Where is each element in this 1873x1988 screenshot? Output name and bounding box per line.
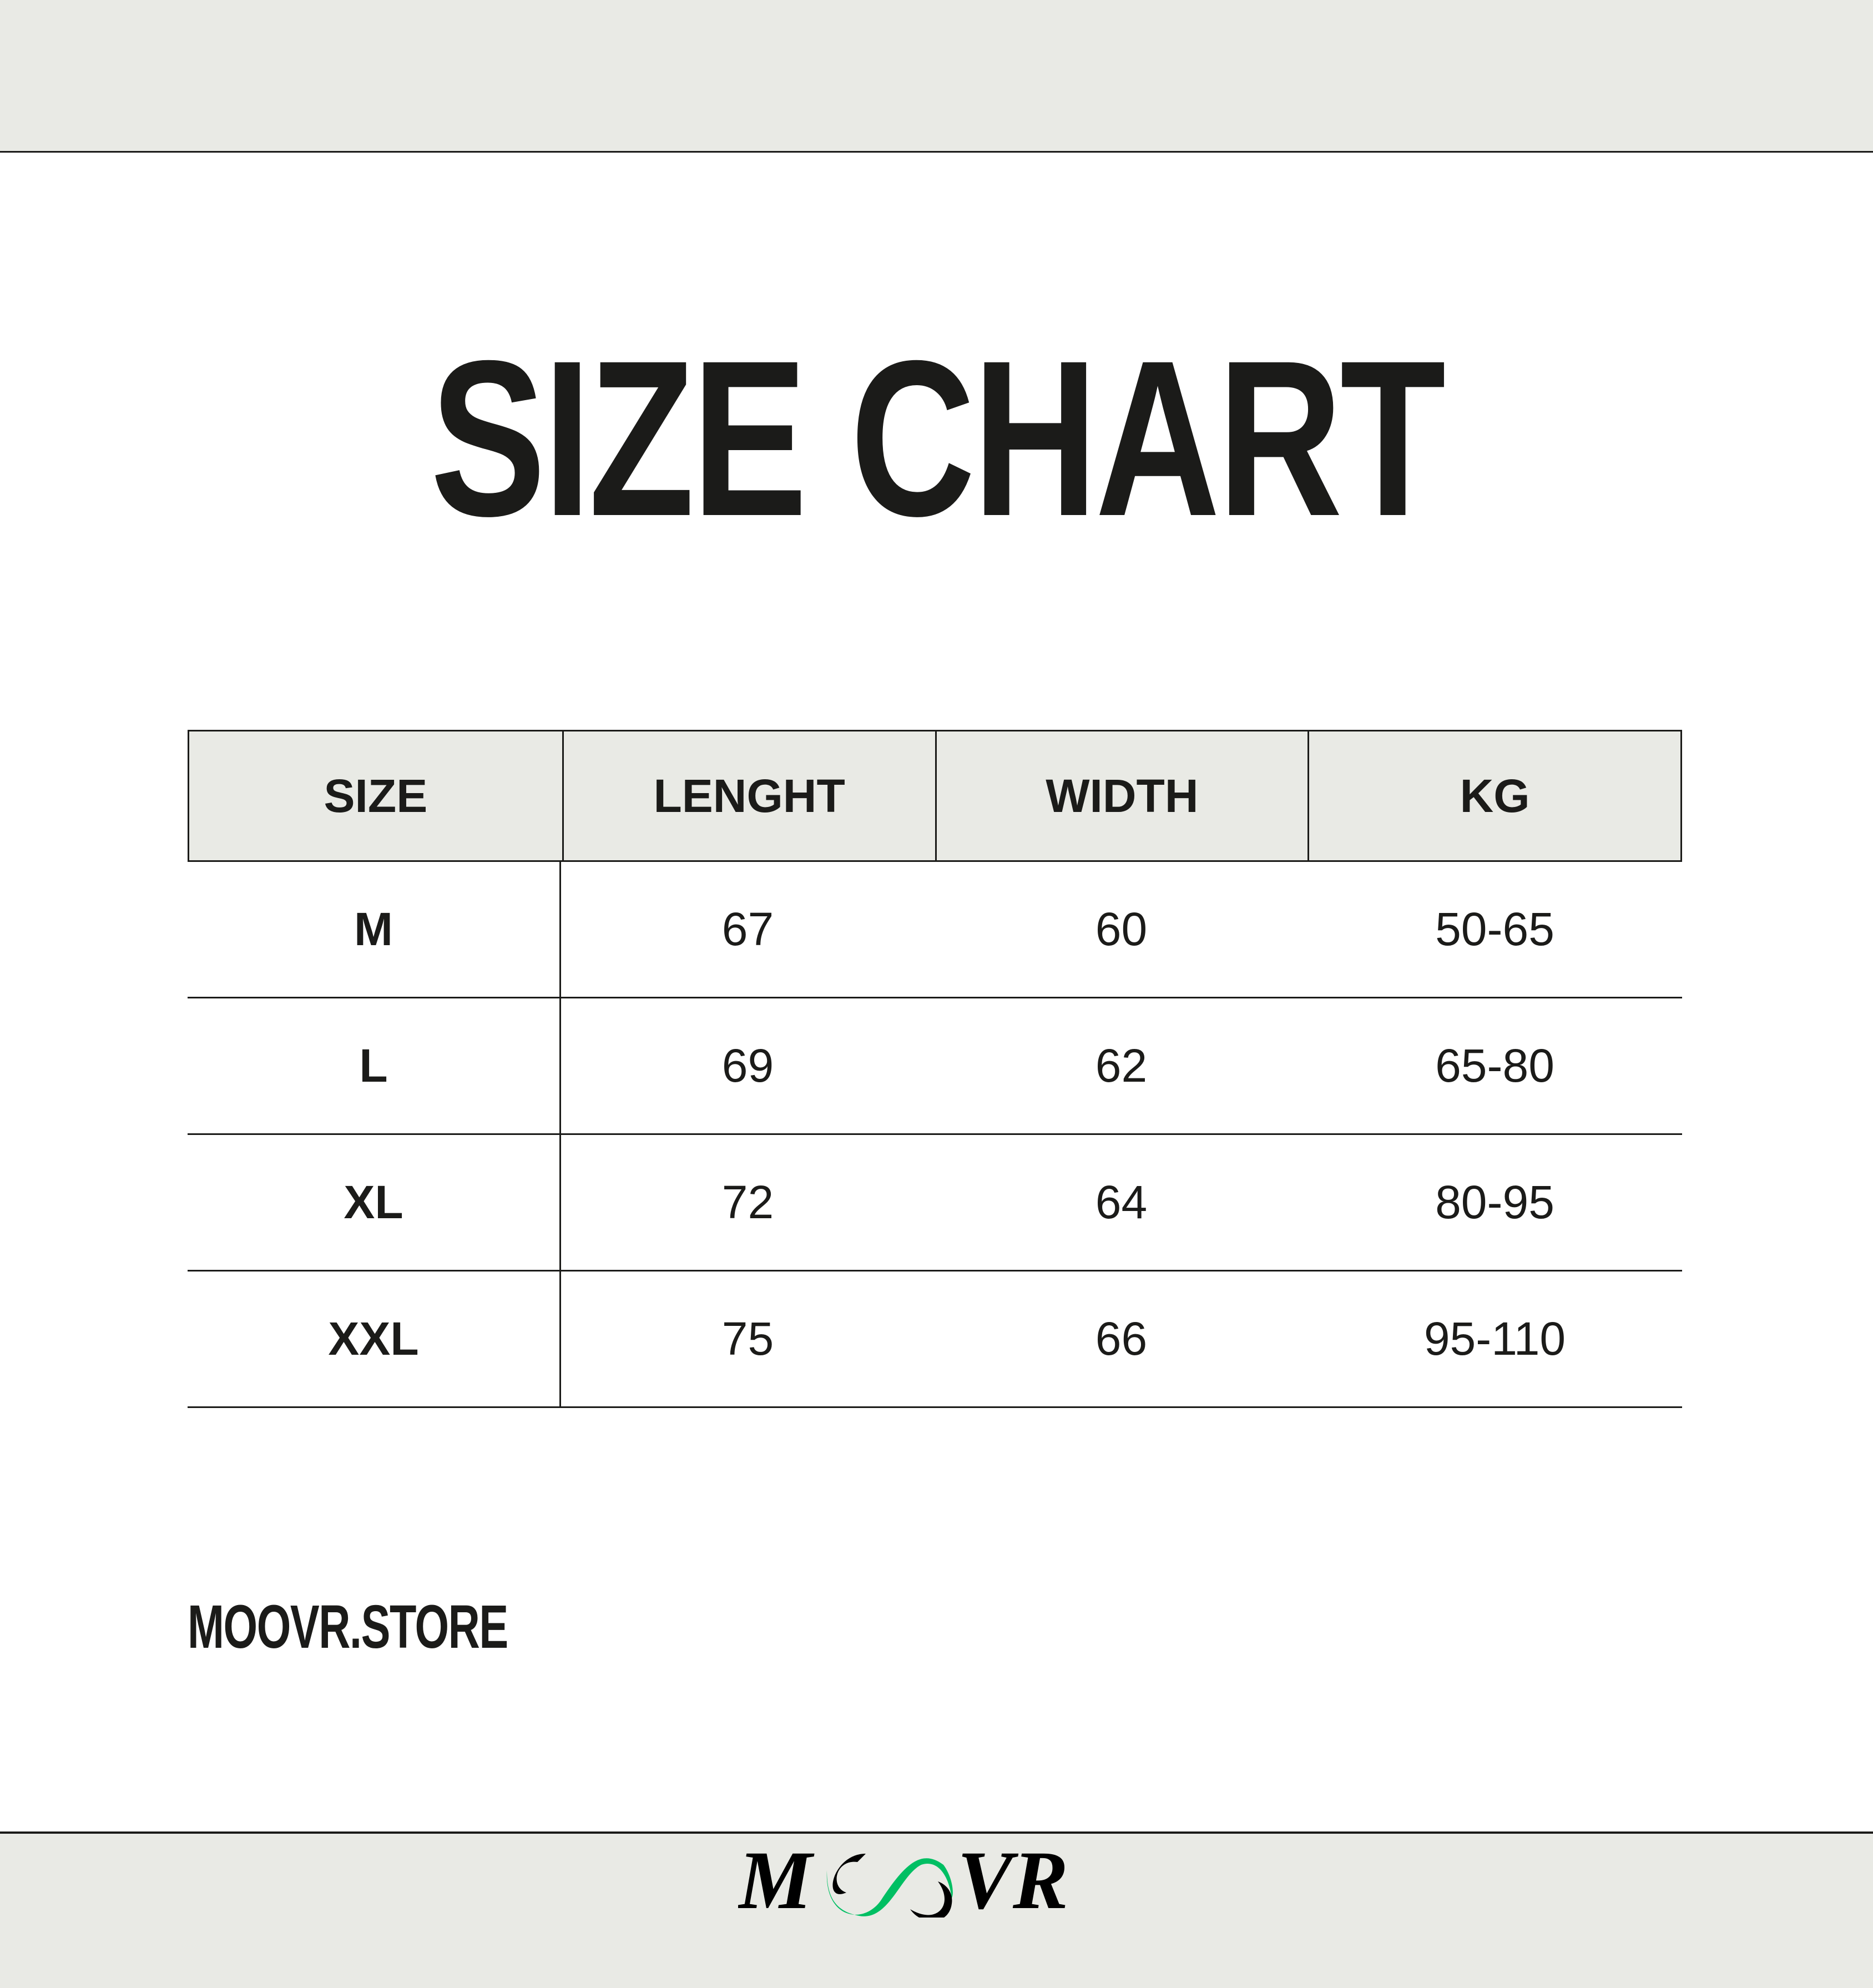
header-size: SIZE [324,769,428,822]
store-url: MOOVR.STORE [188,1593,508,1661]
cell-width: 66 [1095,1313,1148,1365]
table-row: XXL 75 66 95-110 [188,1271,1682,1408]
header-kg: KG [1307,731,1680,860]
logo-swoosh-left [832,1854,866,1894]
table-header: SIZE LENGHT WIDTH KG [188,730,1682,862]
table-row: L 69 62 65-80 [188,998,1682,1135]
header-length: LENGHT [562,731,935,860]
cell-kg: 65-80 [1435,1040,1554,1092]
cell-width: 60 [1095,903,1148,955]
bottom-band [0,1831,1873,1988]
top-band [0,0,1873,153]
moovr-logo: M VR [738,1843,1068,1918]
table-row: M 67 60 50-65 [188,862,1682,998]
cell-size: M [188,862,561,997]
cell-kg: 95-110 [1423,1313,1566,1365]
table-row: XL 72 64 80-95 [188,1135,1682,1271]
header-width: WIDTH [935,731,1308,860]
logo-infinity-icon [826,1858,953,1916]
cell-kg: 80-95 [1435,1176,1554,1228]
cell-length: 69 [721,1040,774,1092]
size-table: SIZE LENGHT WIDTH KG M 67 60 50-65 L 69 … [188,730,1682,1408]
cell-width: 62 [1095,1040,1148,1092]
logo-letter-m: M [738,1843,815,1918]
cell-kg: 50-65 [1435,903,1554,955]
logo-letters-vr: VR [957,1843,1068,1918]
cell-length: 72 [721,1176,774,1228]
logo-swoosh-right [910,1881,952,1918]
cell-width: 64 [1095,1176,1148,1228]
cell-length: 75 [721,1313,774,1365]
cell-size: XXL [188,1271,561,1406]
cell-length: 67 [721,903,774,955]
cell-size: XL [188,1135,561,1270]
page-title: SIZE CHART [430,314,1446,562]
cell-size: L [188,998,561,1133]
